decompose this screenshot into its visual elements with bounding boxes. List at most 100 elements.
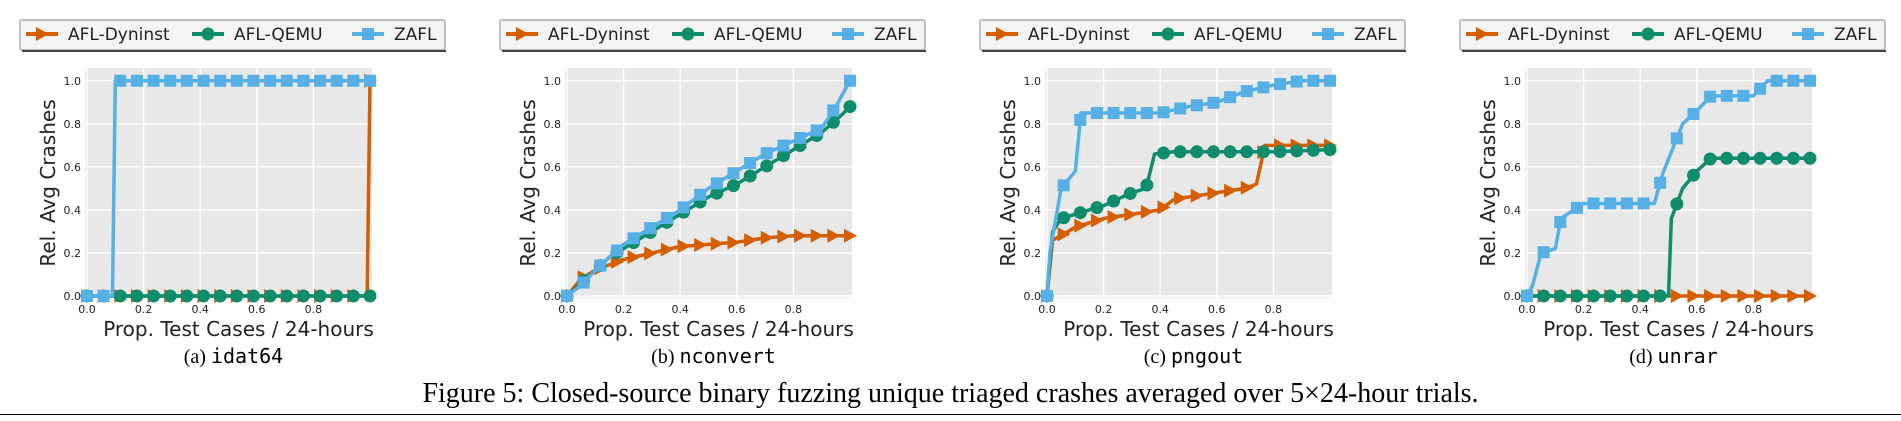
series-marker-ZAFL bbox=[1671, 132, 1683, 144]
legend-label-ZAFL: ZAFL bbox=[874, 25, 917, 45]
y-tick-label: 1.0 bbox=[544, 75, 562, 88]
legend-marker-AFL-QEMU bbox=[1642, 28, 1655, 41]
y-tick-label: 0.2 bbox=[64, 247, 82, 260]
series-marker-ZAFL bbox=[1091, 107, 1103, 119]
legend-label-AFL-QEMU: AFL-QEMU bbox=[234, 25, 323, 45]
series-marker-AFL-QEMU bbox=[1620, 290, 1633, 303]
series-marker-AFL-QEMU bbox=[1704, 153, 1717, 166]
y-tick-label: 0.0 bbox=[1024, 290, 1042, 303]
series-marker-ZAFL bbox=[1158, 106, 1170, 118]
series-marker-ZAFL bbox=[1224, 91, 1236, 103]
series-marker-AFL-QEMU bbox=[114, 290, 127, 303]
series-marker-AFL-QEMU bbox=[280, 290, 293, 303]
subfigure-target: nconvert bbox=[680, 344, 776, 368]
series-marker-ZAFL bbox=[1654, 177, 1666, 189]
series-marker-ZAFL bbox=[794, 132, 806, 144]
series-marker-ZAFL bbox=[164, 75, 176, 87]
series-marker-ZAFL bbox=[281, 75, 293, 87]
x-tick-label: 0.4 bbox=[1631, 303, 1649, 316]
series-marker-ZAFL bbox=[247, 75, 259, 87]
y-axis-label: Rel. Avg Crashes bbox=[516, 99, 540, 266]
series-marker-AFL-QEMU bbox=[1687, 169, 1700, 182]
legend-label-AFL-Dyninst: AFL-Dyninst bbox=[548, 25, 650, 45]
series-marker-ZAFL bbox=[661, 212, 673, 224]
series-marker-AFL-QEMU bbox=[314, 290, 327, 303]
y-tick-label: 0.6 bbox=[544, 161, 562, 174]
series-marker-AFL-QEMU bbox=[1754, 152, 1767, 165]
series-marker-AFL-QEMU bbox=[1637, 290, 1650, 303]
series-marker-AFL-QEMU bbox=[1257, 145, 1270, 158]
y-tick-label: 0.6 bbox=[64, 161, 82, 174]
series-marker-AFL-QEMU bbox=[1670, 197, 1683, 210]
series-marker-AFL-QEMU bbox=[744, 169, 757, 182]
x-tick-label: 0.0 bbox=[558, 303, 576, 316]
x-tick-label: 0.6 bbox=[1688, 303, 1706, 316]
series-marker-ZAFL bbox=[1804, 75, 1816, 87]
subfigure-letter: (b) bbox=[651, 346, 679, 368]
subfigure-letter: (c) bbox=[1144, 346, 1171, 368]
series-marker-ZAFL bbox=[727, 167, 739, 179]
legend-label-AFL-Dyninst: AFL-Dyninst bbox=[1508, 25, 1610, 45]
series-marker-ZAFL bbox=[1108, 107, 1120, 119]
series-marker-ZAFL bbox=[1274, 78, 1286, 90]
series-marker-ZAFL bbox=[1257, 81, 1269, 93]
x-tick-label: 0.2 bbox=[1575, 303, 1593, 316]
series-marker-AFL-QEMU bbox=[1307, 144, 1320, 157]
series-marker-AFL-QEMU bbox=[230, 290, 243, 303]
series-marker-ZAFL bbox=[1324, 75, 1336, 87]
series-marker-ZAFL bbox=[131, 75, 143, 87]
y-tick-label: 0.4 bbox=[1024, 204, 1042, 217]
series-marker-ZAFL bbox=[1771, 75, 1783, 87]
series-marker-AFL-QEMU bbox=[1057, 211, 1070, 224]
chart-panel-pngout: AFL-Dyninst AFL-QEMU ZAFL0.00.20.40.60.81.… bbox=[980, 20, 1406, 368]
subfigure-caption-pngout: (c) pngout bbox=[1144, 344, 1243, 368]
series-marker-ZAFL bbox=[214, 75, 226, 87]
series-marker-ZAFL bbox=[1141, 107, 1153, 119]
legend-marker-ZAFL bbox=[1322, 28, 1334, 40]
y-tick-label: 0.0 bbox=[1504, 290, 1522, 303]
series-marker-ZAFL bbox=[777, 140, 789, 152]
series-marker-ZAFL bbox=[297, 75, 309, 87]
y-tick-label: 0.8 bbox=[64, 118, 82, 131]
subfigure-caption-unrar: (d) unrar bbox=[1629, 344, 1718, 368]
x-tick-label: 0.6 bbox=[1208, 303, 1226, 316]
series-marker-ZAFL bbox=[578, 277, 590, 289]
series-marker-AFL-QEMU bbox=[1274, 145, 1287, 158]
series-marker-AFL-QEMU bbox=[1570, 290, 1583, 303]
series-marker-ZAFL bbox=[1307, 75, 1319, 87]
series-marker-AFL-QEMU bbox=[844, 100, 857, 113]
y-tick-label: 1.0 bbox=[64, 75, 82, 88]
series-marker-ZAFL bbox=[98, 290, 110, 302]
subfigure-target: pngout bbox=[1171, 344, 1243, 368]
y-axis-label: Rel. Avg Crashes bbox=[996, 99, 1020, 266]
series-marker-AFL-QEMU bbox=[1587, 290, 1600, 303]
series-marker-ZAFL bbox=[761, 147, 773, 159]
series-marker-AFL-QEMU bbox=[1290, 144, 1303, 157]
series-marker-AFL-QEMU bbox=[1107, 195, 1120, 208]
series-marker-AFL-QEMU bbox=[247, 290, 260, 303]
y-tick-label: 0.8 bbox=[1504, 118, 1522, 131]
x-tick-label: 0.2 bbox=[1095, 303, 1113, 316]
series-marker-AFL-QEMU bbox=[197, 290, 210, 303]
x-tick-label: 0.8 bbox=[1265, 303, 1283, 316]
subfigure-caption-idat64: (a) idat64 bbox=[184, 344, 283, 368]
legend-label-AFL-Dyninst: AFL-Dyninst bbox=[1028, 25, 1130, 45]
series-marker-AFL-QEMU bbox=[330, 290, 343, 303]
series-marker-AFL-QEMU bbox=[180, 290, 193, 303]
series-marker-ZAFL bbox=[1754, 83, 1766, 95]
series-marker-ZAFL bbox=[1737, 90, 1749, 102]
series-marker-AFL-QEMU bbox=[1140, 179, 1153, 192]
legend-label-AFL-QEMU: AFL-QEMU bbox=[1194, 25, 1283, 45]
y-tick-label: 0.2 bbox=[1024, 247, 1042, 260]
series-marker-AFL-QEMU bbox=[1737, 152, 1750, 165]
series-marker-ZAFL bbox=[1704, 91, 1716, 103]
y-tick-label: 0.2 bbox=[544, 247, 562, 260]
series-marker-ZAFL bbox=[694, 189, 706, 201]
legend-marker-ZAFL bbox=[842, 28, 854, 40]
legend-marker-AFL-QEMU bbox=[1162, 28, 1175, 41]
chart-panel-unrar: AFL-Dyninst AFL-QEMU ZAFL0.00.20.40.60.81.… bbox=[1460, 20, 1886, 368]
x-axis-label: Prop. Test Cases / 24-hours bbox=[1063, 317, 1334, 341]
series-marker-ZAFL bbox=[744, 157, 756, 169]
legend-label-AFL-QEMU: AFL-QEMU bbox=[714, 25, 803, 45]
series-marker-ZAFL bbox=[81, 290, 93, 302]
